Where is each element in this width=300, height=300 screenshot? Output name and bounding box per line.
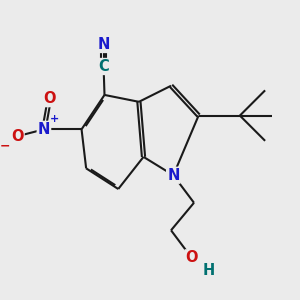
Text: +: + <box>50 114 59 124</box>
Text: O: O <box>185 250 198 265</box>
Text: N: N <box>98 37 110 52</box>
Text: N: N <box>167 168 179 183</box>
Text: H: H <box>203 263 215 278</box>
Text: O: O <box>43 91 56 106</box>
Text: N: N <box>38 122 50 137</box>
Text: C: C <box>98 59 109 74</box>
Text: O: O <box>11 129 24 144</box>
Text: −: − <box>0 140 10 153</box>
